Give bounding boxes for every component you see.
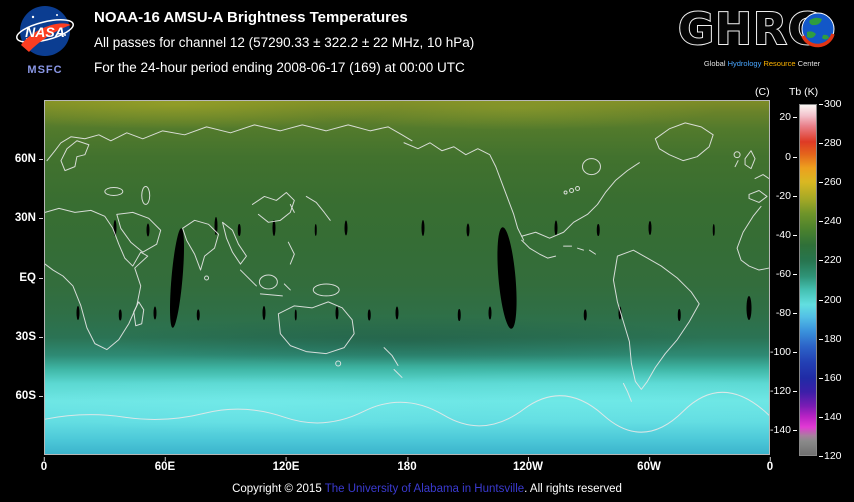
msfc-label: MSFC bbox=[27, 64, 63, 76]
uah-link[interactable]: The University of Alabama in Huntsville bbox=[324, 483, 525, 495]
longitude-tick-label: 60E bbox=[154, 457, 176, 473]
data-gap-streak bbox=[294, 309, 297, 321]
colorbar-celsius-ticks: 20 0 -20 -40 -60 -80 -100 -120 -140 bbox=[753, 104, 798, 456]
data-gap-streak bbox=[457, 308, 461, 321]
longitude-tick-label: 0 bbox=[766, 457, 774, 473]
celsius-tick-label: -100 bbox=[769, 346, 798, 359]
data-gap-streak bbox=[119, 309, 122, 321]
tagline-center: Center bbox=[797, 59, 821, 68]
celsius-tick-label: -140 bbox=[769, 424, 798, 437]
kelvin-tick-label: 180 bbox=[819, 332, 842, 345]
celsius-tick-label: 20 bbox=[779, 111, 797, 124]
celsius-tick-label: 0 bbox=[785, 150, 797, 163]
data-gap-streak bbox=[262, 305, 266, 320]
latitude-tick-label: 60N bbox=[14, 153, 44, 166]
celsius-tick-label: -120 bbox=[769, 385, 798, 398]
latitude-tick-label: 30S bbox=[15, 330, 44, 343]
data-gap-streak bbox=[421, 220, 425, 237]
data-gap-streak bbox=[314, 223, 318, 236]
latitude-tick-label: 30N bbox=[14, 212, 44, 225]
data-gap-streak bbox=[237, 223, 241, 236]
data-gap-streak bbox=[466, 223, 470, 237]
data-gap-streak bbox=[197, 309, 200, 321]
colorbar-header: (C) Tb (K) bbox=[753, 86, 853, 100]
data-gap-streak bbox=[395, 306, 399, 320]
data-gap-streak bbox=[746, 295, 752, 320]
nasa-logo[interactable]: NASA MSFC bbox=[12, 5, 78, 76]
kelvin-tick-label: 280 bbox=[819, 137, 842, 150]
map-canvas bbox=[44, 100, 770, 455]
latitude-axis: 60N 30N EQ 30S 60S bbox=[2, 100, 44, 455]
ghrc-globe-icon bbox=[801, 12, 835, 48]
rights-text: . All rights reserved bbox=[524, 483, 622, 495]
kelvin-tick-label: 120 bbox=[819, 450, 842, 462]
kelvin-tick-label: 160 bbox=[819, 371, 842, 384]
celsius-tick-label: -60 bbox=[775, 267, 798, 280]
tagline-hydrology: Hydrology bbox=[727, 59, 762, 68]
kelvin-tick-label: 140 bbox=[819, 410, 842, 423]
longitude-tick-label: 120E bbox=[272, 457, 300, 473]
footer: Copyright © 2015 The University of Alaba… bbox=[0, 483, 854, 495]
kelvin-tick-label: 200 bbox=[819, 293, 842, 306]
longitude-tick-label: 0 bbox=[40, 457, 48, 473]
colorbar-kelvin-label: Tb (K) bbox=[789, 86, 819, 98]
colorbar-celsius-label: (C) bbox=[755, 86, 770, 98]
kelvin-tick-label: 220 bbox=[819, 254, 842, 267]
copyright-text: Copyright © 2015 bbox=[232, 483, 325, 495]
colorbar-kelvin-ticks: 300 280 260 240 220 200 180 160 140 120 bbox=[819, 98, 853, 462]
data-gap-streak bbox=[583, 309, 587, 321]
title-block: NOAA-16 AMSU-A Brightness Temperatures A… bbox=[94, 9, 474, 75]
data-gap-streak bbox=[618, 306, 622, 320]
celsius-tick-label: -80 bbox=[775, 306, 798, 319]
data-gap-streak bbox=[214, 217, 218, 236]
data-gap-streak bbox=[272, 220, 276, 237]
ghrc-logo-icon: GHRC bbox=[677, 3, 835, 56]
map-plot-area: 60N 30N EQ 30S 60S 0 60E 120E 180 120W 60W 0 bbox=[15, 100, 773, 473]
nasa-meatball-icon: NASA bbox=[16, 6, 74, 56]
latitude-tick-label: EQ bbox=[19, 271, 43, 284]
kelvin-tick-label: 240 bbox=[819, 215, 842, 228]
kelvin-tick-label: 300 bbox=[819, 98, 842, 110]
colorbar-area: (C) Tb (K) 20 0 -20 -40 -60 -80 -100 -120 -140 3… bbox=[753, 86, 853, 482]
period-subtitle: For the 24-hour period ending 2008-06-17… bbox=[94, 60, 465, 75]
data-gap-streak bbox=[596, 223, 600, 236]
data-gap-streak bbox=[335, 306, 339, 320]
data-gap-streak bbox=[368, 309, 371, 321]
celsius-tick-label: -40 bbox=[775, 228, 798, 241]
channel-subtitle: All passes for channel 12 (57290.33 ± 32… bbox=[94, 35, 475, 50]
data-gap-layer bbox=[45, 101, 769, 454]
longitude-tick-label: 180 bbox=[397, 457, 417, 473]
longitude-axis: 0 60E 120E 180 120W 60W 0 bbox=[40, 455, 774, 477]
latitude-tick-label: 60S bbox=[15, 389, 44, 402]
data-gap-streak bbox=[113, 220, 116, 237]
ghrc-logo[interactable]: GHRC Global Hydrology Resource Center bbox=[676, 2, 848, 68]
page-title: NOAA-16 AMSU-A Brightness Temperatures bbox=[94, 9, 408, 26]
data-gap-streak bbox=[648, 221, 652, 236]
celsius-tick-label: -20 bbox=[775, 189, 798, 202]
data-gap-streak bbox=[76, 305, 80, 320]
data-gap-streak bbox=[554, 220, 558, 236]
data-gap-streak bbox=[712, 223, 716, 236]
longitude-tick-label: 60W bbox=[637, 457, 661, 473]
kelvin-tick-label: 260 bbox=[819, 176, 842, 189]
data-gap-streak bbox=[493, 225, 520, 330]
tagline-resource: Resource bbox=[763, 59, 796, 68]
ghrc-letters: GHRC bbox=[678, 4, 821, 55]
header: NASA MSFC NOAA-16 AMSU-A Brightness Temp… bbox=[0, 0, 854, 92]
data-gap-streak bbox=[677, 308, 681, 321]
colorbar-gradient bbox=[799, 104, 817, 456]
ghrc-tagline: Global Hydrology Resource Center bbox=[676, 59, 848, 68]
tagline-global: Global bbox=[703, 59, 726, 68]
data-gap-streak bbox=[153, 306, 157, 320]
data-gap-streak bbox=[146, 223, 150, 237]
data-gap-streak bbox=[488, 306, 492, 320]
data-gap-streak bbox=[167, 227, 188, 328]
nasa-wordmark: NASA bbox=[25, 24, 65, 40]
data-gap-streak bbox=[344, 220, 348, 236]
longitude-tick-label: 120W bbox=[512, 457, 544, 473]
